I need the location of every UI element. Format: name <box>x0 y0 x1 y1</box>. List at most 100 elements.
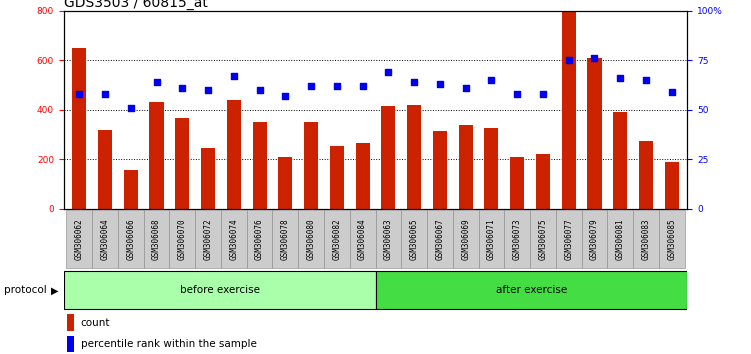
Point <box>511 91 523 97</box>
Bar <box>247 210 273 268</box>
Bar <box>227 100 241 209</box>
Bar <box>195 210 221 268</box>
Text: GSM306077: GSM306077 <box>564 218 573 260</box>
Point <box>99 91 111 97</box>
Text: GSM306065: GSM306065 <box>409 218 418 260</box>
Bar <box>665 162 679 209</box>
Bar <box>298 210 324 268</box>
Text: GSM306075: GSM306075 <box>538 218 547 260</box>
Bar <box>92 210 118 268</box>
Point <box>125 105 137 110</box>
Text: GSM306084: GSM306084 <box>358 218 367 260</box>
Bar <box>382 106 396 209</box>
Bar <box>639 141 653 209</box>
Bar <box>556 210 581 268</box>
Point <box>254 87 266 93</box>
Text: GSM306066: GSM306066 <box>126 218 135 260</box>
Bar <box>98 130 112 209</box>
Bar <box>143 210 170 268</box>
Bar <box>407 105 421 209</box>
Bar <box>221 210 247 268</box>
Point <box>562 57 575 63</box>
Text: GSM306078: GSM306078 <box>281 218 290 260</box>
Bar <box>324 210 350 268</box>
Point <box>331 83 343 89</box>
Point <box>589 55 601 61</box>
Point <box>485 77 497 83</box>
Point <box>382 69 394 75</box>
Bar <box>536 154 550 209</box>
Bar <box>279 157 292 209</box>
Point <box>460 85 472 91</box>
Bar <box>201 148 215 209</box>
Bar <box>587 58 602 209</box>
Bar <box>304 122 318 209</box>
Bar <box>376 210 401 268</box>
Text: GSM306064: GSM306064 <box>101 218 110 260</box>
Text: GSM306068: GSM306068 <box>152 218 161 260</box>
Bar <box>459 125 472 209</box>
Bar <box>504 210 530 268</box>
Point <box>150 79 162 85</box>
Bar <box>72 48 86 209</box>
Text: GSM306072: GSM306072 <box>204 218 213 260</box>
Text: after exercise: after exercise <box>496 285 567 295</box>
Text: GSM306085: GSM306085 <box>667 218 676 260</box>
Text: GSM306081: GSM306081 <box>616 218 625 260</box>
Point <box>357 83 369 89</box>
Point <box>279 93 291 99</box>
Bar <box>66 210 92 268</box>
Bar <box>659 210 685 268</box>
Bar <box>608 210 633 268</box>
Text: GSM306073: GSM306073 <box>513 218 522 260</box>
Bar <box>581 210 608 268</box>
Text: GDS3503 / 60815_at: GDS3503 / 60815_at <box>64 0 208 10</box>
Point <box>614 75 626 81</box>
Text: GSM306076: GSM306076 <box>255 218 264 260</box>
Bar <box>64 271 376 309</box>
Text: protocol: protocol <box>4 285 47 295</box>
Point <box>665 89 677 95</box>
Point <box>74 91 86 97</box>
Bar <box>530 210 556 268</box>
Text: GSM306069: GSM306069 <box>461 218 470 260</box>
Point <box>434 81 446 87</box>
Bar <box>484 128 499 209</box>
Bar <box>562 11 576 209</box>
Text: GSM306063: GSM306063 <box>384 218 393 260</box>
Text: GSM306080: GSM306080 <box>306 218 315 260</box>
Bar <box>355 143 369 209</box>
Text: GSM306074: GSM306074 <box>229 218 238 260</box>
Bar <box>433 131 447 209</box>
Point <box>202 87 214 93</box>
Bar <box>67 336 74 352</box>
Bar <box>510 157 524 209</box>
Text: GSM306071: GSM306071 <box>487 218 496 260</box>
Bar <box>149 102 164 209</box>
Bar <box>401 210 427 268</box>
Text: GSM306062: GSM306062 <box>75 218 84 260</box>
Bar <box>376 271 687 309</box>
Text: percentile rank within the sample: percentile rank within the sample <box>80 339 257 349</box>
Text: ▶: ▶ <box>51 285 59 295</box>
Text: GSM306083: GSM306083 <box>641 218 650 260</box>
Bar <box>633 210 659 268</box>
Point <box>408 79 420 85</box>
Bar <box>118 210 143 268</box>
Point <box>305 83 317 89</box>
Bar <box>67 314 74 331</box>
Bar <box>273 210 298 268</box>
Bar <box>613 112 627 209</box>
Bar <box>427 210 453 268</box>
Text: before exercise: before exercise <box>179 285 260 295</box>
Bar <box>453 210 478 268</box>
Point <box>537 91 549 97</box>
Point <box>640 77 652 83</box>
Bar <box>330 146 344 209</box>
Text: GSM306079: GSM306079 <box>590 218 599 260</box>
Bar <box>478 210 504 268</box>
Bar <box>350 210 376 268</box>
Bar <box>175 118 189 209</box>
Text: GSM306082: GSM306082 <box>333 218 342 260</box>
Text: count: count <box>80 318 110 327</box>
